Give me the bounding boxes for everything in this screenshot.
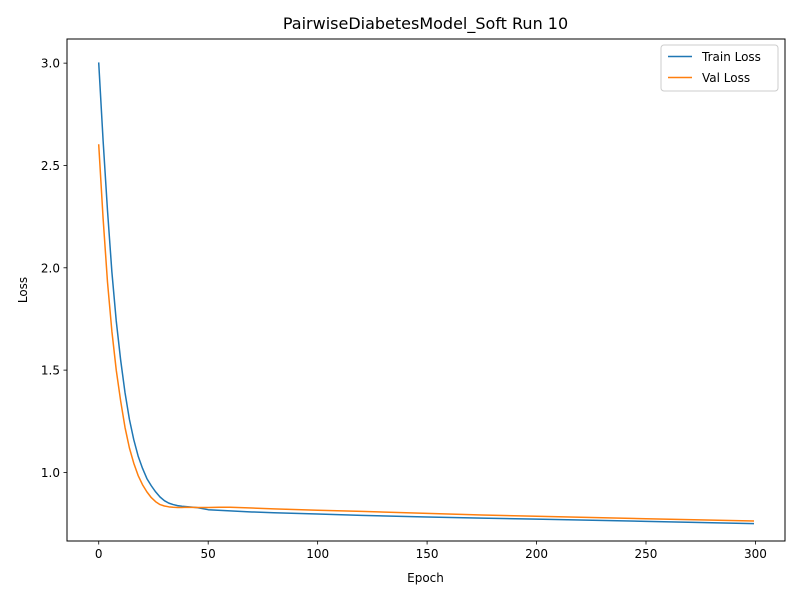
series-lines [97, 62, 755, 525]
x-axis-label: Epoch [407, 571, 444, 585]
x-tick-label: 50 [201, 547, 216, 561]
plot-frame [66, 38, 786, 542]
legend: Train Loss Val Loss [660, 44, 779, 92]
series-line-1 [97, 144, 755, 522]
legend-label-train: Train Loss [701, 50, 761, 64]
y-tick-label: 2.5 [41, 159, 60, 173]
y-tick-label: 3.0 [41, 57, 60, 71]
y-axis-ticks: 1.0 1.5 2.0 2.5 3.0 [41, 57, 67, 480]
x-tick-label: 100 [306, 547, 329, 561]
y-tick-label: 2.0 [41, 261, 60, 275]
x-tick-label: 0 [95, 547, 103, 561]
x-tick-label: 300 [744, 547, 767, 561]
y-axis-label: Loss [16, 277, 30, 303]
y-tick-label: 1.5 [41, 364, 60, 378]
x-tick-label: 250 [635, 547, 658, 561]
x-tick-label: 200 [525, 547, 548, 561]
legend-label-val: Val Loss [702, 71, 750, 85]
x-axis-ticks: 0 50 100 150 200 250 300 [95, 541, 767, 561]
series-line-0 [97, 62, 755, 525]
x-tick-label: 150 [416, 547, 439, 561]
chart-title: PairwiseDiabetesModel_Soft Run 10 [283, 14, 568, 34]
y-tick-label: 1.0 [41, 466, 60, 480]
